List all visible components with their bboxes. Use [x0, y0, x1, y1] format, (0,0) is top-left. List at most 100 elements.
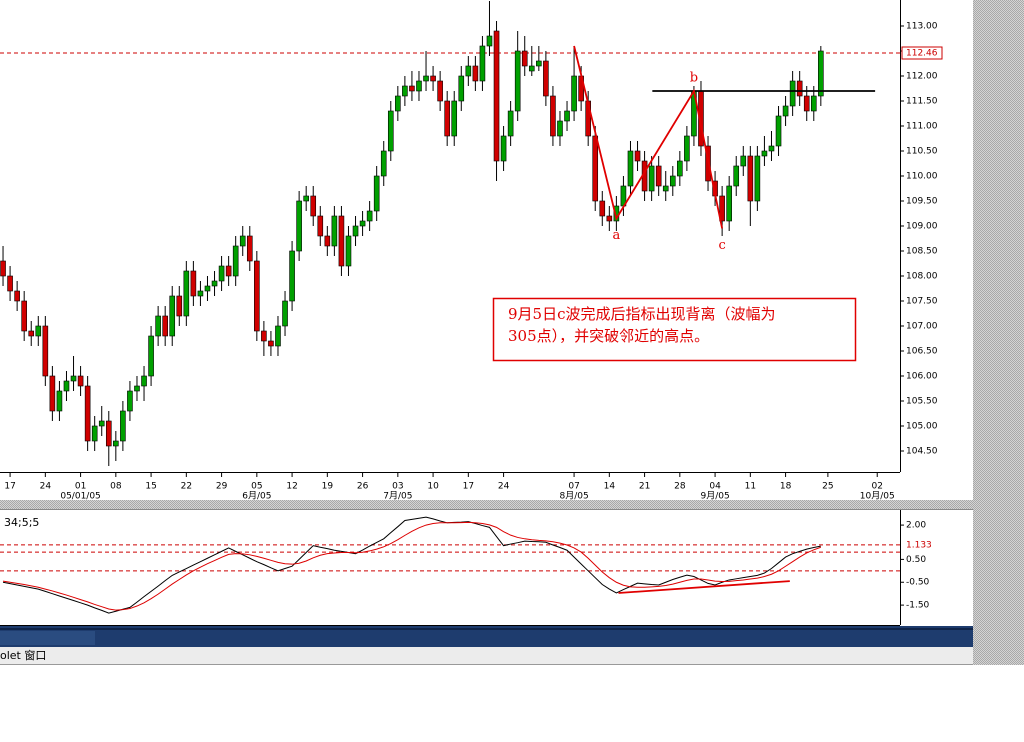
x-tick-label: 19: [322, 482, 334, 492]
x-sublabel: 05/01/05: [60, 492, 100, 502]
panel-gap: [0, 500, 973, 509]
candle-body: [536, 60, 542, 67]
y-tick-label: 2.00: [906, 521, 926, 531]
candle-body: [655, 165, 662, 187]
candle-body: [21, 300, 27, 332]
candle-body: [268, 340, 274, 347]
wave-label: a: [612, 228, 620, 243]
wave-line: [573, 45, 724, 229]
candle-body: [162, 315, 168, 337]
candle-body: [402, 85, 408, 97]
price-level-label: 112.46: [906, 49, 938, 59]
candle-body: [606, 215, 613, 222]
y-tick-label: 113.00: [906, 22, 938, 32]
candle-body: [169, 295, 176, 337]
candle-body: [733, 165, 740, 187]
x-sublabel: 6月/05: [242, 491, 271, 502]
candle-body: [225, 265, 232, 277]
y-tick-label: 108.00: [906, 272, 938, 282]
candle-body: [261, 330, 267, 342]
y-tick-label: 108.50: [906, 247, 938, 257]
x-tick-label: 04: [709, 482, 721, 492]
x-tick-label: 24: [40, 482, 52, 492]
candle-body: [521, 50, 528, 67]
candle-body: [239, 235, 246, 247]
candle-body: [747, 155, 754, 202]
candle-body: [317, 215, 324, 237]
candle-body: [507, 110, 514, 137]
menu-bar: [0, 647, 973, 665]
candle-body: [148, 335, 154, 377]
candle-body: [648, 165, 655, 192]
candle-body: [331, 215, 338, 247]
candle-body: [56, 390, 63, 412]
y-tick-label: 107.00: [906, 322, 938, 332]
candle-body: [543, 60, 549, 97]
candle-body: [803, 95, 810, 112]
x-tick-label: 17: [4, 482, 15, 492]
candle-body: [232, 245, 239, 277]
candle-body: [7, 275, 13, 292]
side-texture: [973, 0, 1024, 665]
candle-body: [768, 145, 775, 152]
candle-body: [91, 425, 98, 442]
y-tick-label: 112.00: [906, 72, 938, 82]
candle-body: [98, 420, 105, 427]
y-tick-label: 111.50: [906, 97, 938, 107]
candle-body: [810, 95, 817, 112]
candle-body: [627, 150, 634, 187]
candle-body: [557, 120, 563, 137]
x-tick-label: 12: [286, 482, 297, 492]
candle-body: [500, 135, 507, 162]
x-tick-label: 10: [427, 482, 439, 492]
candle-body: [42, 325, 49, 377]
candle-body: [818, 50, 824, 97]
candle-body: [380, 150, 387, 177]
candle-body: [204, 285, 211, 292]
candle-body: [761, 150, 768, 157]
x-tick-label: 05: [251, 482, 262, 492]
indicator-level-label: 1.133: [906, 540, 932, 550]
x-tick-label: 07: [568, 482, 579, 492]
candle-body: [550, 95, 556, 137]
candle-body: [218, 265, 225, 282]
candle-body: [359, 220, 366, 227]
y-tick-label: 106.50: [906, 347, 938, 357]
y-tick-label: 109.50: [906, 197, 938, 207]
candle-body: [677, 160, 683, 177]
x-tick-label: 08: [110, 482, 122, 492]
candle-body: [197, 290, 204, 297]
candle-body: [479, 45, 486, 82]
tab[interactable]: [0, 631, 95, 645]
candle-body: [63, 380, 70, 392]
candle-body: [430, 75, 436, 82]
candle-body: [472, 65, 479, 82]
candle-body: [796, 80, 803, 97]
candle-body: [571, 75, 577, 112]
candle-body: [634, 150, 641, 162]
candle-body: [740, 155, 747, 167]
candle-body: [190, 270, 197, 297]
menu-text[interactable]: olet 窗口: [0, 648, 46, 662]
candle-body: [514, 50, 521, 112]
x-tick-label: 25: [822, 482, 833, 492]
y-tick-label: 106.00: [906, 372, 938, 382]
x-sublabel: 8月/05: [559, 491, 588, 502]
candle-body: [409, 85, 415, 92]
candle-body: [310, 195, 317, 217]
y-tick-label: -1.50: [906, 601, 930, 611]
candle-body: [493, 30, 500, 162]
y-tick-label: 104.50: [906, 447, 938, 457]
candle-body: [77, 375, 84, 387]
x-tick-label: 17: [463, 482, 474, 492]
x-tick-label: 28: [674, 482, 686, 492]
candle-body: [395, 95, 401, 112]
y-tick-label: 0.50: [906, 555, 926, 565]
candle-body: [296, 200, 302, 252]
indicator-line: [2, 516, 821, 614]
candle-body: [486, 35, 493, 47]
candle-body: [564, 110, 570, 122]
candle-body: [789, 80, 796, 107]
candle-body: [423, 75, 429, 82]
